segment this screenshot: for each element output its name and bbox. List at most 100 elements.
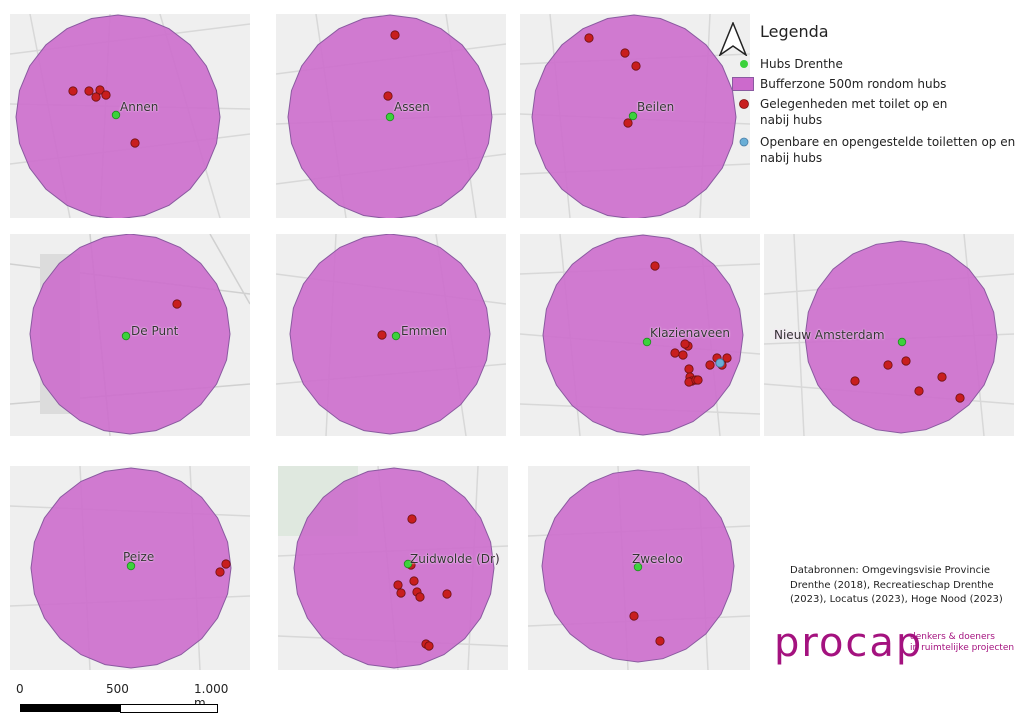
scale-bar: 0 500 1.000 m xyxy=(12,682,222,713)
toilet-venue-marker xyxy=(651,262,659,270)
toilet-venue-marker xyxy=(902,357,910,365)
map-zweeloo xyxy=(528,466,750,670)
legend-item-public-toilets: Openbare en opengestelde toiletten op en… xyxy=(732,134,1025,168)
map-panel-klazienaveen: Klazienaveen xyxy=(520,234,760,436)
legend-label: Hubs Drenthe xyxy=(760,56,1025,72)
toilet-venue-marker xyxy=(851,377,859,385)
toilet-venue-marker xyxy=(425,642,433,650)
toilet-venue-marker xyxy=(397,589,405,597)
toilet-venue-marker xyxy=(681,340,689,348)
toilet-venue-marker xyxy=(391,31,399,39)
toilet-venue-marker xyxy=(585,34,593,42)
toilet-venue-marker xyxy=(394,581,402,589)
toilet-venue-marker xyxy=(621,49,629,57)
legend-label: Gelegenheden met toilet op en nabij hubs xyxy=(760,96,960,128)
scale-tick-500: 500 xyxy=(106,682,129,696)
toilet-venue-marker xyxy=(131,139,139,147)
map-assen xyxy=(276,14,506,218)
buffer-zone xyxy=(30,234,230,434)
scale-tick-0: 0 xyxy=(16,682,24,696)
toilet-venue-marker xyxy=(443,590,451,598)
hub-marker xyxy=(122,332,130,340)
green-dot-icon xyxy=(738,58,750,70)
hub-marker xyxy=(898,338,906,346)
toilet-venue-marker xyxy=(102,91,110,99)
toilet-venue-marker xyxy=(173,300,181,308)
hub-marker xyxy=(629,112,637,120)
map-panel-peize: Peize xyxy=(10,466,250,670)
toilet-venue-marker xyxy=(630,612,638,620)
toilet-venue-marker xyxy=(410,577,418,585)
map-zuidwolde xyxy=(278,466,508,670)
toilet-venue-marker xyxy=(69,87,77,95)
red-dot-icon xyxy=(738,98,750,110)
map-panel-emmen: Emmen xyxy=(276,234,506,436)
toilet-venue-marker xyxy=(938,373,946,381)
map-panel-nieuw-amsterdam: Nieuw Amsterdam xyxy=(764,234,1014,436)
toilet-venue-marker xyxy=(956,394,964,402)
purple-rect-icon xyxy=(732,77,754,91)
toilet-venue-marker xyxy=(416,593,424,601)
map-panel-beilen: Beilen xyxy=(520,14,750,218)
hub-label: Beilen xyxy=(637,100,674,114)
map-beilen xyxy=(520,14,750,218)
legend-label: Openbare en opengestelde toiletten op en… xyxy=(760,134,1025,166)
legend-item-venues: Gelegenheden met toilet op en nabij hubs xyxy=(732,96,1025,130)
map-panel-de-punt: De Punt xyxy=(10,234,250,436)
hub-marker xyxy=(392,332,400,340)
toilet-venue-marker xyxy=(706,361,714,369)
buffer-zone xyxy=(294,468,494,668)
map-panel-zweeloo: Zweeloo xyxy=(528,466,750,670)
hub-label: Annen xyxy=(120,100,158,114)
hub-label: Peize xyxy=(123,550,154,564)
logo-tagline: denkers & doeners in ruimtelijke project… xyxy=(910,632,1025,654)
hub-label: Assen xyxy=(394,100,430,114)
toilet-venue-marker xyxy=(656,637,664,645)
public-toilet-marker xyxy=(716,359,724,367)
toilet-venue-marker xyxy=(685,365,693,373)
toilet-venue-marker xyxy=(679,351,687,359)
legend-title: Legenda xyxy=(760,22,829,41)
map-de-punt xyxy=(10,234,250,436)
legend-item-buffer: Bufferzone 500m rondom hubs xyxy=(732,76,1025,92)
legend-label: Bufferzone 500m rondom hubs xyxy=(760,76,1025,92)
toilet-venue-marker xyxy=(915,387,923,395)
toilet-venue-marker xyxy=(694,376,702,384)
hub-label: Emmen xyxy=(401,324,447,338)
hub-label: De Punt xyxy=(131,324,178,338)
data-sources: Databronnen: Omgevingsvisie Provincie Dr… xyxy=(790,564,1022,608)
toilet-venue-marker xyxy=(408,515,416,523)
hub-label: Zweeloo xyxy=(632,552,683,566)
procap-logo: procap denkers & doeners in ruimtelijke … xyxy=(774,626,1024,670)
legend-item-hubs: Hubs Drenthe xyxy=(732,56,1025,72)
map-emmen xyxy=(276,234,506,436)
scale-segment-white xyxy=(120,704,218,713)
blue-dot-icon xyxy=(738,136,750,148)
hub-label: Klazienaveen xyxy=(650,326,730,340)
hub-marker xyxy=(112,111,120,119)
hub-label: Zuidwolde (Dr) xyxy=(410,552,500,566)
map-panel-annen: Annen xyxy=(10,14,250,218)
scale-segment-black xyxy=(20,704,120,712)
toilet-venue-marker xyxy=(884,361,892,369)
logo-wordmark: procap xyxy=(774,620,923,666)
toilet-venue-marker xyxy=(632,62,640,70)
toilet-venue-marker xyxy=(671,349,679,357)
map-annen xyxy=(10,14,250,218)
map-peize xyxy=(10,466,250,670)
hub-label: Nieuw Amsterdam xyxy=(774,328,885,342)
logo-tagline-line: denkers & doeners xyxy=(910,632,1025,643)
north-arrow-icon xyxy=(718,22,748,56)
map-panel-zuidwolde: Zuidwolde (Dr) xyxy=(278,466,508,670)
toilet-venue-marker xyxy=(85,87,93,95)
logo-tagline-line: in ruimtelijke projecten xyxy=(910,643,1025,654)
hub-marker xyxy=(386,113,394,121)
toilet-venue-marker xyxy=(624,119,632,127)
toilet-venue-marker xyxy=(378,331,386,339)
map-panel-assen: Assen xyxy=(276,14,506,218)
toilet-venue-marker xyxy=(384,92,392,100)
toilet-venue-marker xyxy=(222,560,230,568)
buffer-zone xyxy=(290,234,490,434)
toilet-venue-marker xyxy=(92,93,100,101)
toilet-venue-marker xyxy=(216,568,224,576)
